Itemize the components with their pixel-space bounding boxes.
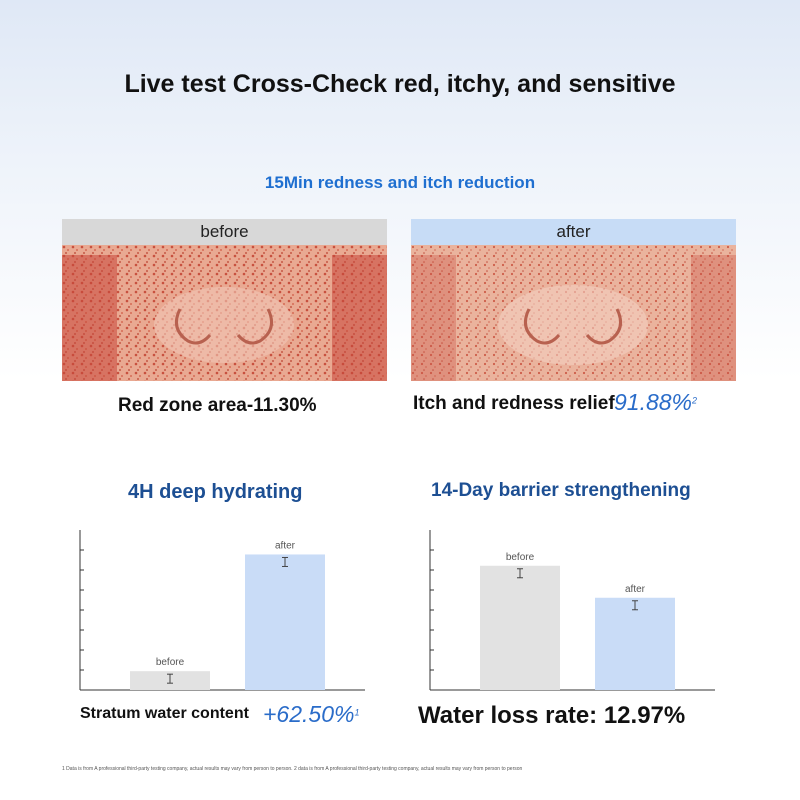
barrier-error-bar-before bbox=[517, 568, 523, 579]
page-title: Live test Cross-Check red, itchy, and se… bbox=[124, 70, 676, 98]
hydrating-bar-label-before: before bbox=[156, 657, 185, 668]
hydrating-error-bar-after bbox=[282, 556, 288, 567]
barrier-bar-after bbox=[595, 597, 675, 690]
barrier-bar-label-after: after bbox=[625, 584, 646, 595]
barrier-chart: before after bbox=[429, 530, 715, 691]
hydrating-bar-label-after: after bbox=[275, 540, 296, 551]
stratum-water-label: Stratum water content bbox=[80, 705, 249, 722]
footnote: 1 Data is from A professional third-part… bbox=[62, 766, 523, 772]
before-photo-panel: before bbox=[62, 219, 387, 381]
before-skin-image bbox=[62, 245, 387, 381]
stratum-water-value: +62.50% bbox=[263, 701, 355, 727]
barrier-title: 14-Day barrier strengthening bbox=[431, 480, 691, 501]
barrier-bar-before bbox=[480, 565, 560, 690]
page-subtitle: 15Min redness and itch reduction bbox=[264, 173, 536, 192]
red-zone-stat: Red zone area-11.30% bbox=[118, 395, 317, 416]
water-loss-stat: Water loss rate: 12.97% bbox=[418, 702, 686, 729]
barrier-bar-label-before: before bbox=[506, 552, 535, 563]
itch-relief-footnote-mark: 2 bbox=[692, 395, 698, 406]
stratum-water-footnote-mark: 1 bbox=[354, 707, 360, 718]
after-photo-panel: after bbox=[411, 219, 736, 381]
hydrating-title: 4H deep hydrating bbox=[128, 481, 303, 503]
hydrating-bar-after bbox=[245, 554, 325, 690]
after-skin-image bbox=[411, 245, 736, 381]
stratum-water-value-group: +62.50%1 bbox=[263, 701, 359, 728]
barrier-error-bar-after bbox=[632, 600, 638, 611]
hydrating-chart: before after bbox=[79, 530, 365, 691]
itch-relief-label: Itch and redness relief bbox=[413, 393, 615, 414]
after-photo-label: after bbox=[411, 219, 736, 245]
itch-relief-value: 91.88% bbox=[614, 389, 693, 415]
itch-relief-value-group: 91.88%2 bbox=[614, 389, 697, 416]
before-photo-label: before bbox=[62, 219, 387, 245]
hydrating-error-bar-before bbox=[167, 673, 173, 684]
